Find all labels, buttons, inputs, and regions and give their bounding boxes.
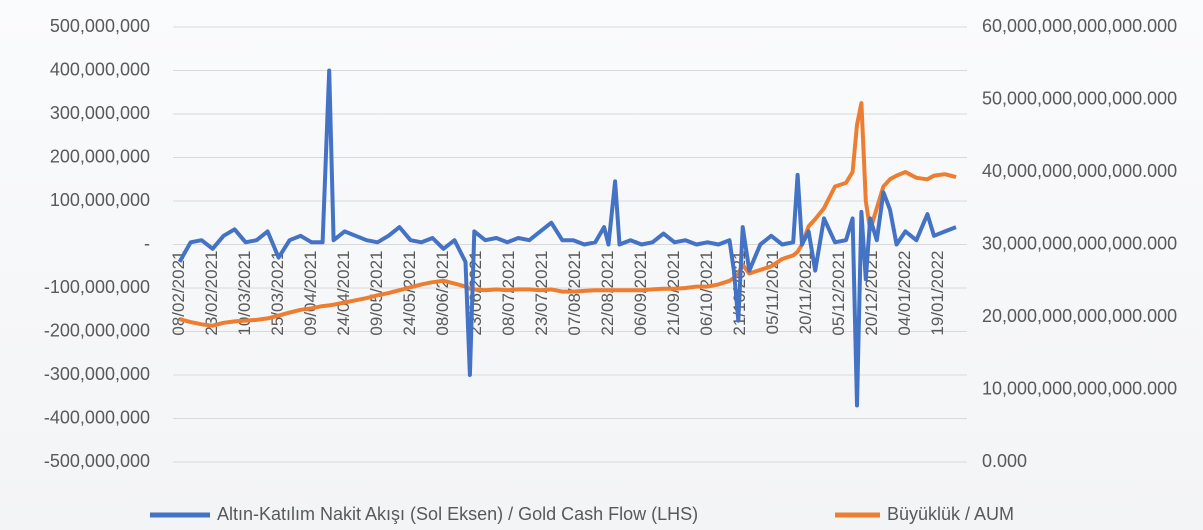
legend-label: Büyüklük / AUM	[887, 504, 1014, 524]
y2-tick-label: 30,000,000,000,000.000	[982, 233, 1177, 253]
y-tick-label: -	[144, 233, 150, 253]
y2-tick-label: 40,000,000,000,000.000	[982, 161, 1177, 181]
x-tick-label: 10/03/2021	[235, 251, 254, 336]
x-tick-label: 04/01/2022	[895, 251, 914, 336]
x-tick-label: 08/06/2021	[433, 251, 452, 336]
x-tick-label: 21/09/2021	[664, 251, 683, 336]
y-tick-label: -200,000,000	[44, 320, 150, 340]
x-tick-label: 23/07/2021	[532, 251, 551, 336]
x-tick-label: 08/02/2021	[169, 250, 188, 335]
x-tick-label: 23/02/2021	[202, 251, 221, 336]
y-tick-label: 500,000,000	[50, 16, 150, 36]
x-tick-label: 24/05/2021	[400, 251, 419, 336]
x-tick-label: 05/11/2021	[763, 251, 782, 335]
y2-tick-label: 10,000,000,000,000.000	[982, 378, 1177, 398]
y-tick-label: -100,000,000	[44, 277, 150, 297]
y-tick-label: 300,000,000	[50, 103, 150, 123]
x-tick-label: 09/04/2021	[301, 251, 320, 336]
y-tick-label: -400,000,000	[44, 407, 150, 427]
x-tick-label: 08/07/2021	[499, 251, 518, 336]
x-tick-label: 09/05/2021	[367, 251, 386, 336]
x-tick-label: 20/11/2021	[796, 251, 815, 335]
x-tick-label: 19/01/2022	[928, 251, 947, 336]
y2-tick-label: 60,000,000,000,000.000	[982, 16, 1177, 36]
x-tick-label: 06/09/2021	[631, 251, 650, 336]
x-tick-label: 22/08/2021	[598, 251, 617, 336]
y-tick-label: -300,000,000	[44, 364, 150, 384]
series-line	[179, 101, 957, 328]
legend-label: Altın-Katılım Nakit Akışı (Sol Eksen) / …	[217, 504, 698, 524]
y-tick-label: 400,000,000	[50, 59, 150, 79]
x-tick-label: 24/04/2021	[334, 251, 353, 336]
x-tick-label: 25/03/2021	[268, 251, 287, 336]
series-line	[177, 68, 957, 408]
x-tick-label: 06/10/2021	[697, 251, 716, 336]
y2-tick-label: 50,000,000,000,000.000	[982, 88, 1177, 108]
y-tick-label: -500,000,000	[44, 451, 150, 471]
y-tick-label: 200,000,000	[50, 146, 150, 166]
y2-tick-label: 20,000,000,000,000.000	[982, 306, 1177, 326]
y2-tick-label: 0.000	[982, 451, 1027, 471]
x-tick-label: 05/12/2021	[829, 251, 848, 336]
y-tick-label: 100,000,000	[50, 190, 150, 210]
